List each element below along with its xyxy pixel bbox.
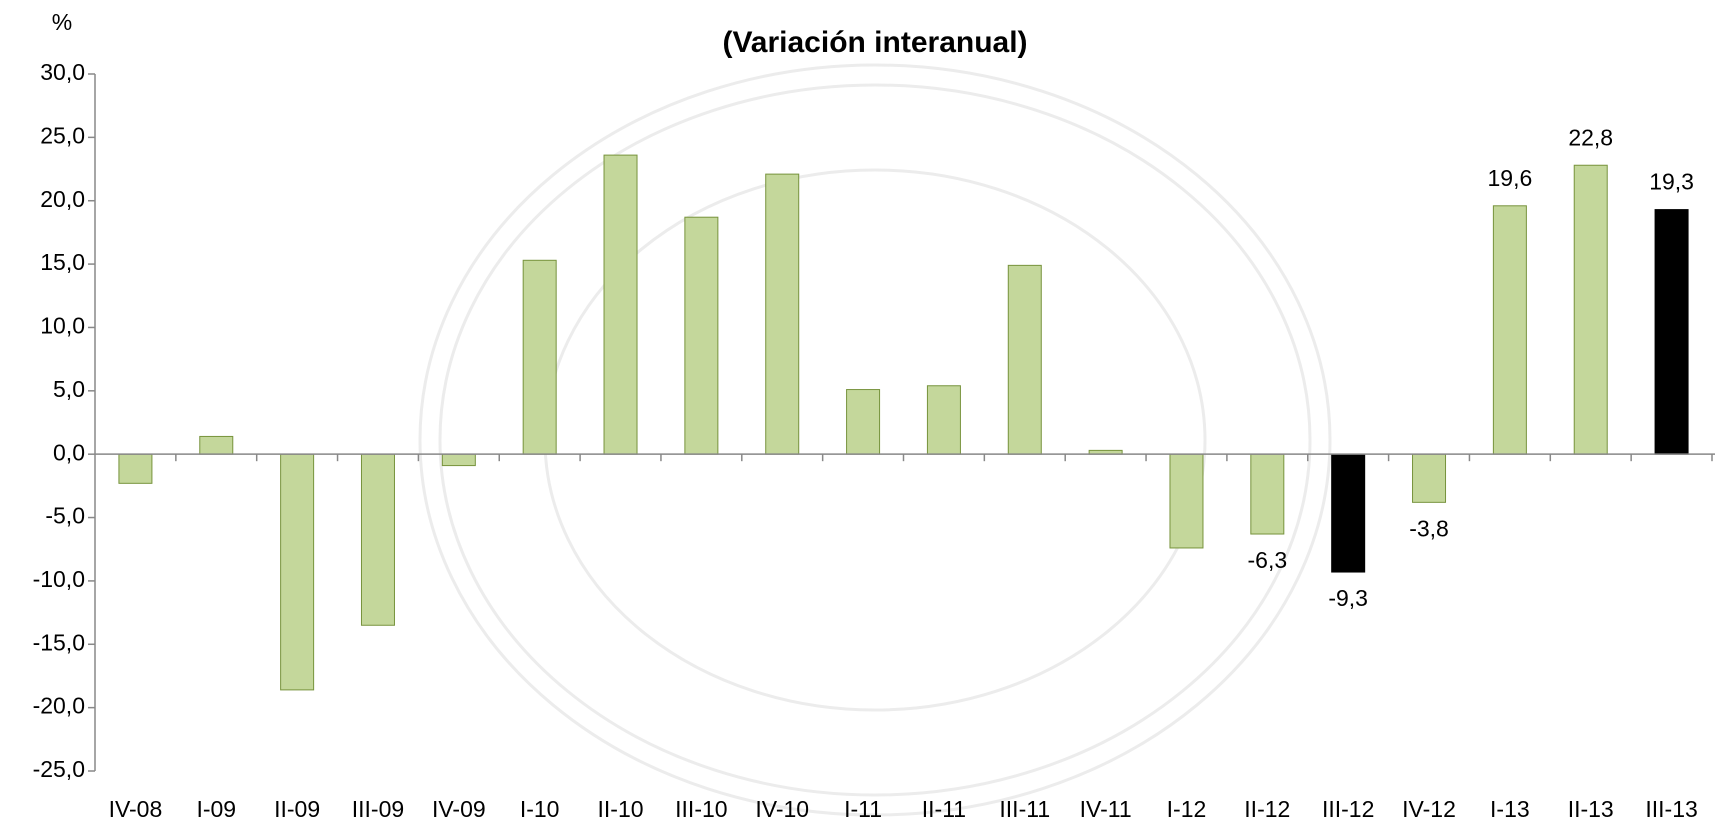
chart-title: (Variación interanual) (722, 26, 1027, 59)
x-tick-label: III-13 (1645, 796, 1697, 822)
x-tick-label: II-11 (922, 796, 966, 822)
y-tick-label: 20,0 (40, 186, 85, 212)
x-tick-label: I-12 (1167, 796, 1207, 822)
y-tick-label: -10,0 (33, 566, 85, 592)
bar (1413, 454, 1446, 502)
x-tick-label: IV-11 (1080, 796, 1132, 822)
bar (847, 390, 880, 455)
y-tick-label: -5,0 (45, 503, 85, 529)
x-tick-label: II-09 (274, 796, 320, 822)
bar (1251, 454, 1284, 534)
bar (1008, 265, 1041, 454)
x-tick-label: III-11 (999, 796, 1050, 822)
y-tick-label: 15,0 (40, 249, 85, 275)
x-tick-label: III-10 (675, 796, 727, 822)
bar (927, 386, 960, 454)
value-label: -6,3 (1248, 547, 1288, 573)
x-tick-label: IV-10 (755, 796, 809, 822)
y-tick-label: 10,0 (40, 313, 85, 339)
chart: % (Variación interanual) -25,0 -20,0 -15,0… (0, 0, 1715, 824)
x-tick-label: II-10 (598, 796, 644, 822)
x-tick-label: III-09 (352, 796, 404, 822)
x-tick-label: IV-09 (432, 796, 486, 822)
x-tick-label: II-12 (1244, 796, 1290, 822)
y-tick-label: 0,0 (53, 439, 85, 465)
bar (685, 217, 718, 454)
value-label: 19,3 (1649, 169, 1694, 195)
bar (1170, 454, 1203, 548)
y-tick-label: 30,0 (40, 59, 85, 85)
bar (1655, 210, 1688, 455)
bar (1332, 454, 1365, 572)
bar (523, 260, 556, 454)
y-tick-label: -20,0 (33, 693, 85, 719)
y-tick-label: -25,0 (33, 756, 85, 782)
x-tick-label: IV-12 (1402, 796, 1456, 822)
y-tick-label: 5,0 (53, 376, 85, 402)
bar (361, 454, 394, 625)
bar (281, 454, 314, 690)
x-tick-label: IV-08 (109, 796, 163, 822)
x-tick-label: II-13 (1568, 796, 1614, 822)
y-tick-label: -15,0 (33, 629, 85, 655)
bar (119, 454, 152, 483)
x-tick-label: III-12 (1322, 796, 1374, 822)
x-tick-label: I-13 (1490, 796, 1530, 822)
bar (604, 155, 637, 454)
value-label: -3,8 (1409, 515, 1449, 541)
bar (200, 436, 233, 454)
bar (1493, 206, 1526, 454)
bar (1574, 165, 1607, 454)
x-tick-label: I-10 (520, 796, 560, 822)
bar (766, 174, 799, 454)
value-label: 19,6 (1487, 165, 1532, 191)
value-label: 22,8 (1568, 124, 1613, 150)
x-tick-label: I-09 (196, 796, 236, 822)
x-tick-label: I-11 (844, 796, 882, 822)
y-axis-unit: % (52, 9, 72, 35)
y-tick-label: 25,0 (40, 122, 85, 148)
bar (442, 454, 475, 465)
value-label: -9,3 (1328, 585, 1368, 611)
